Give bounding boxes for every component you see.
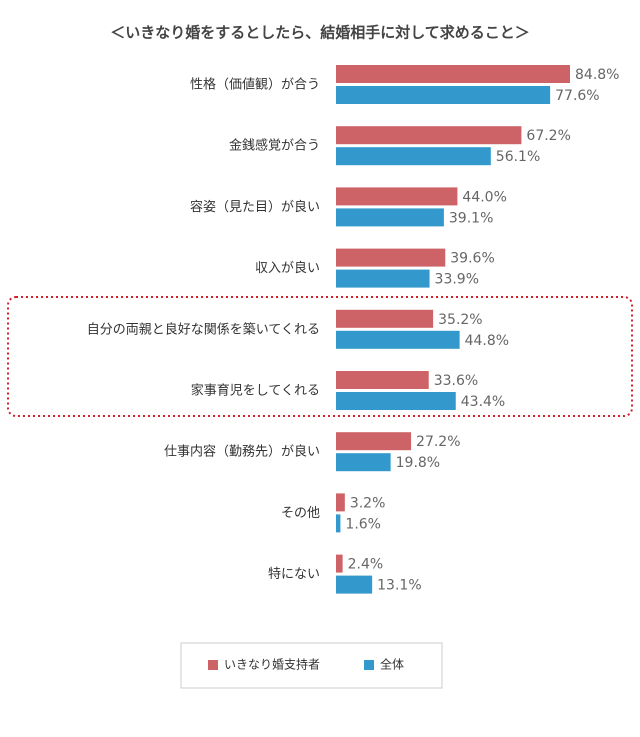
bar — [336, 269, 430, 288]
value-label: 77.6% — [555, 88, 599, 104]
chart-title: ＜いきなり婚をするとしたら、結婚相手に対して求めること＞ — [110, 24, 530, 42]
bar — [336, 126, 522, 145]
category-label: 仕事内容（勤務先）が良い — [164, 444, 320, 460]
bar — [336, 248, 446, 267]
category-label: 自分の両親と良好な関係を築いてくれる — [87, 321, 320, 337]
category-label: 家事育児をしてくれる — [191, 383, 320, 399]
value-label: 39.1% — [449, 210, 493, 226]
category-label: 収入が良い — [255, 260, 320, 276]
category-label: 特にない — [268, 567, 320, 582]
value-label: 39.6% — [450, 251, 494, 267]
category-label: 金銭感覚が合う — [229, 138, 320, 154]
category-label: 性格（価値観）が合う — [190, 77, 320, 93]
legend-swatch — [208, 660, 218, 670]
value-label: 35.2% — [438, 312, 482, 328]
bar — [336, 371, 429, 389]
value-label: 33.9% — [435, 272, 479, 288]
legend-label: いきなり婚支持者 — [224, 657, 320, 672]
value-label: 13.1% — [377, 578, 421, 594]
value-label: 2.4% — [348, 557, 384, 573]
value-label: 44.8% — [465, 333, 509, 349]
bar — [336, 147, 491, 166]
bar — [336, 86, 551, 104]
bar — [336, 309, 434, 328]
bar — [336, 187, 458, 206]
bar — [336, 514, 341, 533]
bar — [336, 392, 456, 410]
category-label: その他 — [281, 506, 320, 521]
bar — [336, 330, 460, 349]
highlight-box — [7, 296, 633, 417]
legend — [180, 642, 443, 689]
value-label: 67.2% — [526, 128, 570, 144]
value-label: 27.2% — [416, 434, 460, 450]
bar — [336, 554, 343, 573]
bar — [336, 493, 345, 512]
legend-swatch — [364, 660, 374, 670]
value-label: 43.4% — [461, 394, 505, 410]
bar — [336, 453, 391, 472]
category-label: 容姿（見た目）が良い — [190, 199, 320, 215]
bar — [336, 432, 412, 451]
legend-label: 全体 — [380, 657, 404, 672]
bar — [336, 65, 570, 83]
value-label: 56.1% — [496, 149, 540, 165]
value-label: 84.8% — [575, 67, 619, 83]
value-label: 33.6% — [434, 373, 478, 389]
value-label: 19.8% — [396, 455, 440, 471]
value-label: 3.2% — [350, 495, 386, 511]
value-label: 1.6% — [345, 516, 381, 532]
bar — [336, 575, 373, 594]
bar — [336, 208, 444, 227]
value-label: 44.0% — [462, 189, 506, 205]
